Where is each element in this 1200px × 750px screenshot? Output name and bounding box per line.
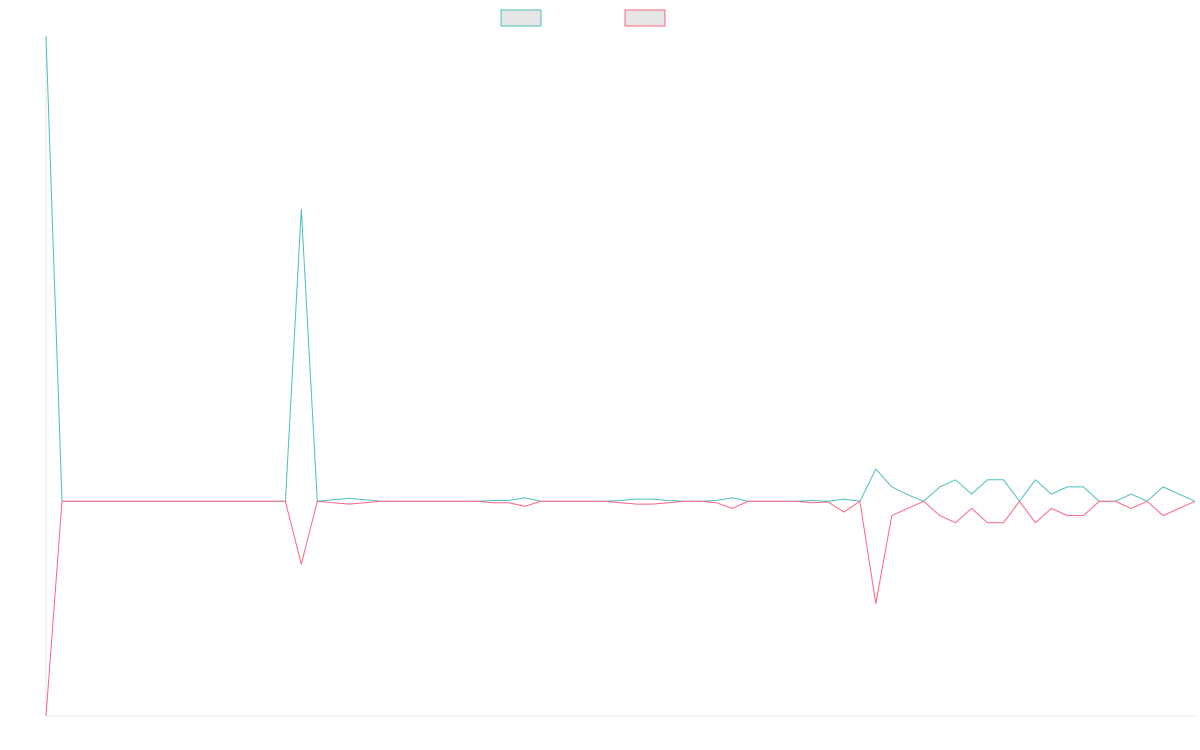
- legend-swatch: [624, 9, 666, 27]
- series-line-2: [45, 500, 1196, 717]
- series-line-1: [45, 35, 1196, 503]
- legend: [500, 9, 666, 27]
- series-layer: [45, 35, 1196, 717]
- legend-item-2: [624, 9, 666, 27]
- legend-swatch: [500, 9, 542, 27]
- legend-item-1: [500, 9, 542, 27]
- axes: [45, 36, 1195, 717]
